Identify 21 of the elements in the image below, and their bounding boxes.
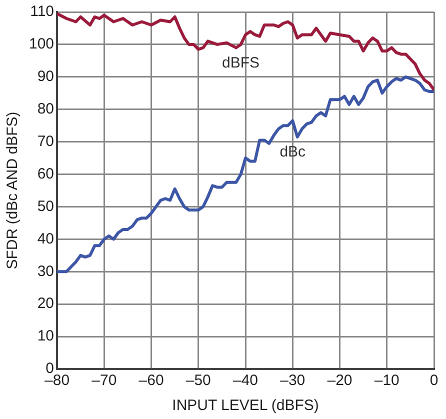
x-tick-label: –40	[233, 372, 258, 390]
y-tick-label: 60	[37, 165, 54, 182]
y-axis-title: SFDR (dBc AND dBFS)	[4, 112, 22, 270]
y-tick-label: 100	[28, 36, 54, 53]
y-tick-label: 110	[30, 3, 54, 20]
y-tick-label: 40	[37, 230, 54, 248]
y-tick-label: 20	[37, 295, 54, 312]
y-tick-label: 50	[37, 198, 54, 215]
y-tick-label: 70	[37, 132, 54, 150]
x-axis-title: INPUT LEVEL (dBFS)	[172, 397, 319, 414]
y-tick-label: 30	[37, 262, 54, 280]
x-tick-label: –10	[374, 372, 400, 390]
x-tick-label: –50	[186, 372, 211, 390]
x-tick-label: 0	[430, 372, 438, 390]
y-tick-label: 10	[37, 328, 54, 345]
x-tick-label: –60	[138, 372, 164, 390]
y-tick-label: 90	[37, 68, 54, 86]
x-tick-label: –70	[92, 372, 117, 390]
x-tick-label: –30	[280, 372, 306, 390]
y-tick-label: 80	[37, 100, 54, 118]
x-tick-label: –20	[327, 372, 352, 390]
